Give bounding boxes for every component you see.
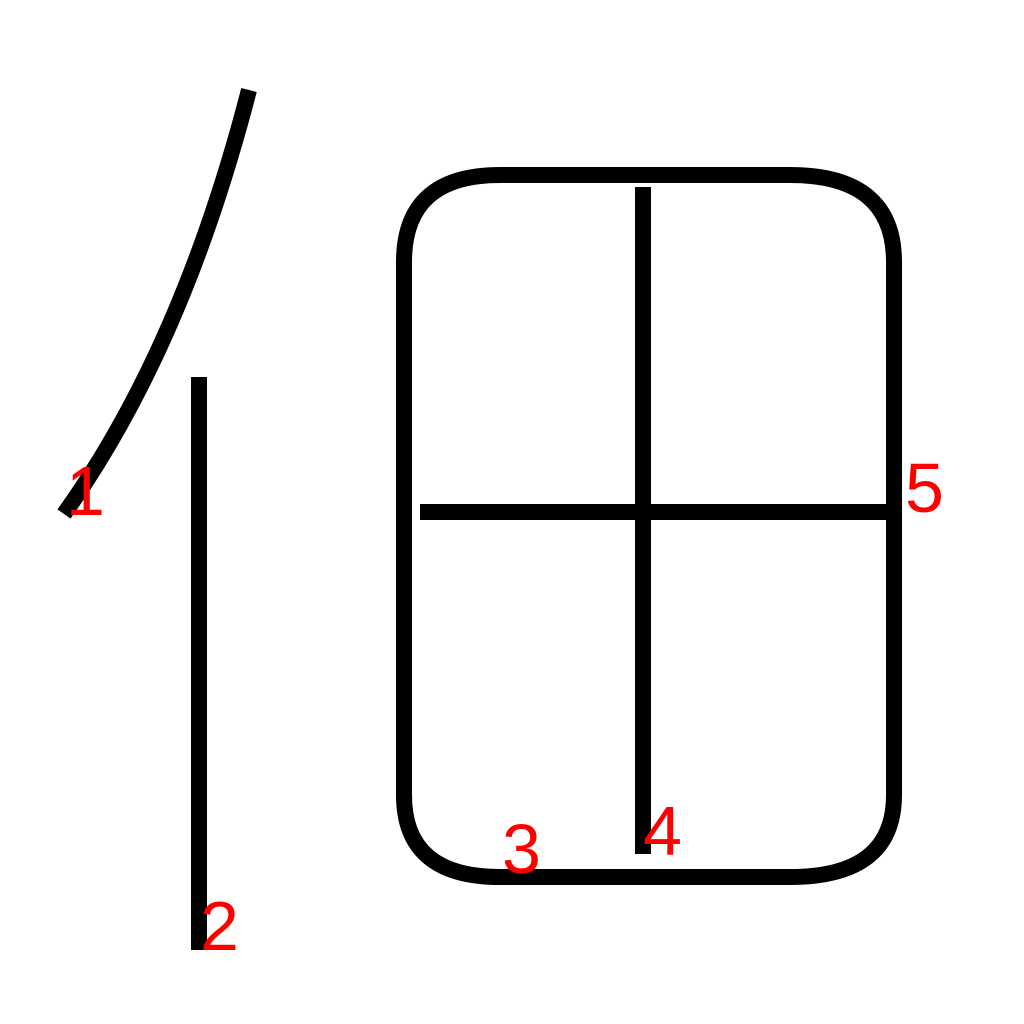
- stroke-number-3: 3: [502, 810, 541, 888]
- stroke-number-5: 5: [905, 449, 944, 527]
- stroke-number-1: 1: [66, 452, 105, 530]
- stroke-number-4: 4: [643, 792, 682, 870]
- stroke-1: [57, 87, 257, 519]
- stroke-3: [396, 167, 902, 885]
- stroke-number-2: 2: [200, 887, 239, 965]
